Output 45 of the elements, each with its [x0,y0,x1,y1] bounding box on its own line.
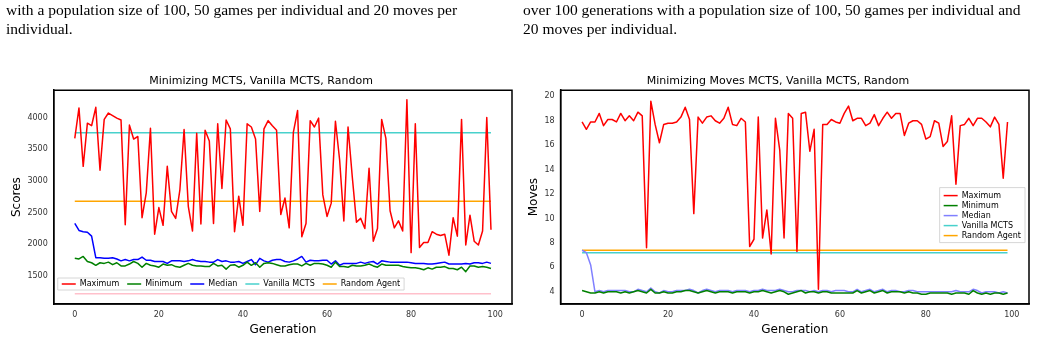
y-tick-label: 1500 [27,271,48,281]
x-tick-label: 0 [72,309,78,319]
legend-label: Vanilla MCTS [961,220,1014,230]
legend-label: Maximum [79,279,120,289]
x-tick-label: 80 [406,309,417,319]
y-tick-label: 10 [544,213,555,223]
x-tick-label: 20 [662,309,674,319]
y-tick-label: 8 [549,237,555,247]
legend-label: Median [961,210,991,220]
legend-label: Random Agent [340,279,401,289]
x-tick-label: 0 [579,309,585,319]
x-tick-label: 60 [834,309,846,319]
x-axis-title: Generation [761,321,829,336]
y-tick-label: 14 [544,164,555,174]
x-axis-title: Generation [249,321,317,336]
y-tick-label: 4000 [27,112,48,122]
y-tick-label: 2500 [27,207,48,217]
y-axis-title: Moves [526,177,541,217]
y-axis-title: Scores [9,177,24,218]
chart-title: Minimizing MCTS, Vanilla MCTS, Random [149,74,373,88]
legend-label: Random Agent [961,230,1021,240]
x-tick-label: 20 [153,309,164,319]
x-tick-label: 80 [920,309,931,319]
y-tick-label: 4 [549,286,555,296]
y-tick-label: 2000 [27,239,48,249]
x-tick-label: 60 [321,309,333,319]
legend-label: Vanilla MCTS [263,279,315,289]
y-tick-label: 12 [544,189,555,199]
legend-label: Median [208,279,238,289]
text: over 100 generations with a population size of 100, 50 games per individual and 20 moves per individual. [523,0,1022,38]
y-tick-label: 20 [544,91,555,101]
y-tick-label: 18 [544,115,555,125]
x-tick-label: 100 [487,309,503,319]
chart-title: Minimizing Moves MCTS, Vanilla MCTS, Random [646,74,910,88]
y-tick-label: 6 [549,262,555,272]
legend-label: Maximum [961,190,1002,200]
y-tick-label: 3000 [27,176,48,185]
legend-label: Minimum [145,279,183,289]
x-tick-label: 40 [237,309,249,319]
text: with a population size of 100, 50 games per individual and 20 moves per individual. [6,0,459,38]
y-tick-label: 16 [544,140,555,150]
y-tick-label: 3500 [27,144,48,154]
legend-label: Minimum [961,200,999,210]
x-tick-label: 100 [1004,309,1020,319]
x-tick-label: 40 [748,309,760,319]
